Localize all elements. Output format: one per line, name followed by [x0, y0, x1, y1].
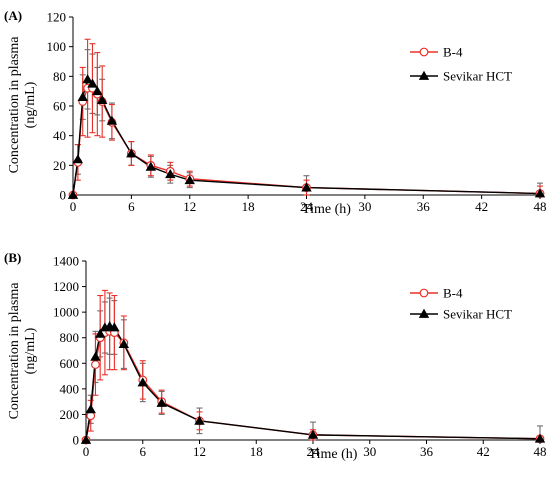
panel-label: (A) — [4, 8, 22, 23]
sevikar-hct-point — [137, 377, 148, 387]
y-tick-label: 200 — [60, 407, 80, 422]
x-tick-label: 0 — [70, 199, 77, 214]
y-tick-label: 0 — [60, 188, 67, 203]
legend-b-4-label: B-4 — [443, 286, 463, 301]
x-tick-label: 18 — [250, 444, 263, 459]
y-tick-label: 40 — [53, 128, 66, 143]
x-tick-label: 12 — [193, 444, 206, 459]
x-tick-label: 0 — [83, 444, 90, 459]
y-tick-label: 60 — [53, 99, 66, 114]
sevikar-hct-point — [184, 174, 195, 185]
sevikar-hct-point — [118, 338, 130, 349]
y-tick-label: 600 — [60, 356, 80, 371]
x-tick-label: 30 — [363, 444, 376, 459]
y-tick-label: 0 — [73, 433, 80, 448]
sevikar-hct-point — [194, 415, 205, 425]
y-tick-label: 800 — [60, 330, 80, 345]
sevikar-hct-point — [126, 148, 137, 158]
sevikar-hct-point — [109, 322, 120, 332]
y-tick-label: 20 — [53, 158, 66, 173]
x-tick-label: 6 — [140, 444, 147, 459]
sevikar-hct-point — [67, 189, 79, 199]
legend-b-4-marker — [419, 47, 429, 57]
sevikar-hct-point — [94, 328, 106, 338]
legend: B-4 Sevikar HCT — [410, 286, 512, 322]
legend: B-4 Sevikar HCT — [410, 45, 512, 84]
panel-label: (B) — [4, 250, 21, 265]
x-tick-label: 36 — [420, 444, 434, 459]
x-tick-label: 18 — [242, 199, 255, 214]
sevikar-hct-point — [90, 351, 101, 361]
legend-sevikar-hct-label: Sevikar HCT — [443, 307, 512, 322]
sevikar-hct-point — [92, 85, 103, 96]
sevikar-hct-markers — [67, 74, 546, 199]
y-axis-label-line-2: (ng/mL) — [23, 81, 38, 128]
y-tick-label: 1000 — [53, 305, 79, 320]
y-axis-label-line-1: Concentration in plasma — [7, 36, 22, 174]
x-tick-label: 12 — [183, 199, 196, 214]
b-4-point — [91, 360, 100, 369]
y-tick-label: 100 — [47, 39, 67, 54]
x-tick-label: 42 — [477, 444, 490, 459]
sevikar-hct-markers — [80, 321, 546, 444]
y-axis-label-line-1: Concentration in plasma — [7, 282, 22, 420]
x-tick-label: 30 — [358, 199, 371, 214]
sevikar-hct-point — [156, 397, 167, 407]
sevikar-hct-point — [145, 161, 157, 171]
x-tick-label: 42 — [475, 199, 488, 214]
sevikar-hct-point — [301, 182, 312, 192]
x-tick-label: 36 — [417, 199, 431, 214]
sevikar-hct-point — [77, 91, 88, 101]
legend-b-4-marker — [419, 288, 429, 298]
sevikar-hct-point — [106, 115, 118, 125]
y-tick-label: 400 — [60, 381, 80, 396]
x-axis-label: Time (h) — [302, 202, 351, 217]
y-tick-label: 80 — [53, 69, 66, 84]
sevikar-hct-point — [96, 94, 108, 104]
sevikar-hct-point — [307, 429, 319, 439]
x-tick-label: 6 — [128, 199, 135, 214]
x-tick-label: 24 — [300, 199, 314, 214]
x-tick-label: 24 — [307, 444, 321, 459]
x-axis-label: Time (h) — [309, 447, 358, 462]
y-tick-label: 1200 — [53, 279, 79, 294]
sevikar-hct-point — [87, 78, 98, 88]
y-axis-label: Concentration in plasma(ng/mL) — [7, 36, 38, 174]
sevikar-hct-point — [165, 169, 176, 179]
y-tick-label: 120 — [47, 10, 67, 25]
y-axis-label: Concentration in plasma(ng/mL) — [7, 282, 38, 420]
sevikar-hct-point — [80, 434, 92, 444]
sevikar-hct-point — [534, 433, 546, 443]
legend-sevikar-hct-marker — [418, 70, 430, 80]
legend-b-4-label: B-4 — [443, 45, 463, 60]
b-4-error-bars — [74, 38, 543, 196]
chart-panel-a: (A) 0 20 40 60 80 100 120 0 6 12 18 24 30 36 42 48 Time (… — [4, 8, 547, 217]
legend-sevikar-hct-label: Sevikar HCT — [443, 69, 512, 84]
sevikar-hct-point — [72, 154, 84, 164]
legend-sevikar-hct-marker — [418, 308, 430, 318]
y-tick-label: 1400 — [53, 254, 79, 269]
sevikar-hct-point — [85, 404, 96, 414]
y-axis-label-line-2: (ng/mL) — [23, 327, 38, 374]
x-tick-label: 48 — [534, 199, 547, 214]
sevikar-hct-point — [82, 74, 93, 84]
chart-panel-b: (B) 0 200 400 600 800 1000 1200 1400 0 6 12 18 24 30 36… — [4, 250, 547, 462]
x-tick-label: 48 — [534, 444, 547, 459]
sevikar-hct-point — [534, 188, 546, 198]
